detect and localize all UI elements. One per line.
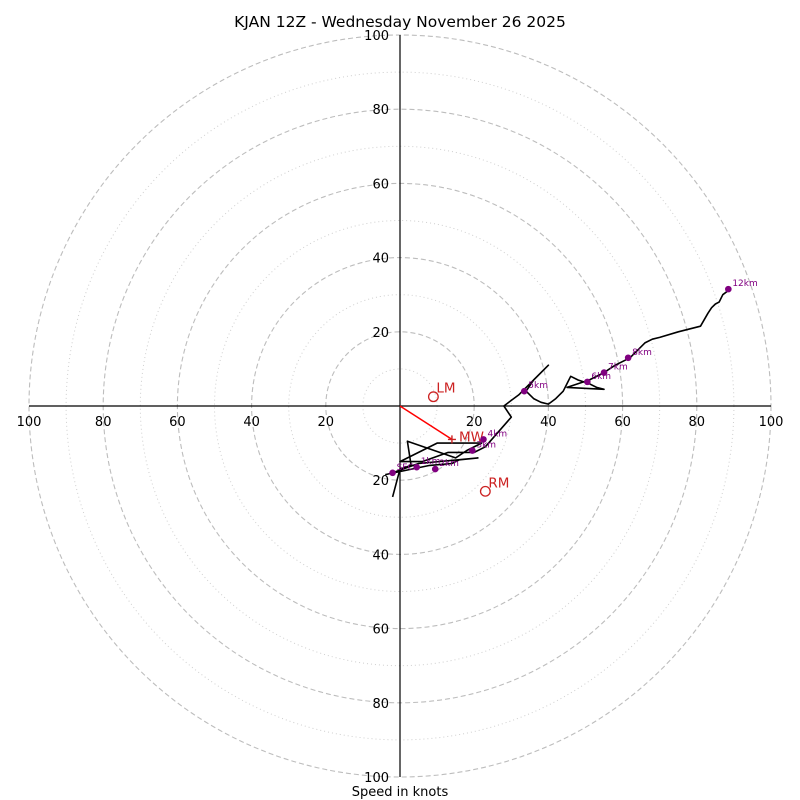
right-mover-label: RM [488,475,509,491]
height-marker-2km [431,465,439,473]
x-tick-label: 100 [759,415,784,430]
height-marker-label-8km: 8km [632,348,652,358]
height-marker-label-2km: 2km [439,459,459,469]
height-marker-label-1km: 1km [421,457,441,467]
y-tick-label: 40 [372,548,389,563]
height-marker-label-5km: 5km [528,381,548,391]
height-marker-label-12km: 12km [732,279,757,289]
storm-motion-layer: MW LM RM [399,381,509,497]
x-tick-label: 60 [169,415,186,430]
y-tick-label: 60 [372,177,389,192]
y-tick-label: 20 [372,474,389,489]
y-tick-label: 60 [372,623,389,638]
height-marker-sfc [389,469,396,477]
height-marker-label-7km: 7km [608,363,628,373]
height-marker-8km [624,354,632,362]
x-tick-label: 40 [540,415,557,430]
tick-labels: 100 80 60 40 20 20 40 60 80 100 100 80 60 40 20 20 40 60 8… [17,29,784,786]
x-tick-label: 60 [614,415,631,430]
x-axis-label: Speed in knots [352,785,449,800]
height-marker-label-4km: 4km [487,429,507,439]
x-tick-label: 80 [689,415,706,430]
x-tick-label: 100 [17,415,42,430]
y-tick-label: 80 [372,103,389,118]
left-mover-marker [427,391,439,403]
x-tick-label: 20 [318,415,335,430]
height-marker-1km [413,463,420,471]
y-tick-label: 40 [372,252,389,267]
height-marker-7km [600,369,608,376]
height-marker-12km [725,285,732,293]
height-marker-3km [469,447,476,454]
mean-wind-marker [447,435,456,444]
y-tick-label: 80 [372,697,389,712]
right-mover-marker [479,485,491,497]
mean-wind-vector [399,405,453,441]
y-tick-label: 100 [364,771,389,786]
wind-profile-trace [385,288,731,498]
height-marker-4km [480,436,487,443]
height-marker-label-6km: 6km [591,372,611,382]
hodograph-lower-trace [385,457,479,476]
x-tick-label: 20 [466,415,483,430]
mean-wind-label: MW [459,429,484,445]
x-tick-label: 40 [243,415,260,430]
height-marker-5km [520,387,528,395]
chart-title: KJAN 12Z - Wednesday November 26 2025 [234,13,566,31]
hodograph-trace [391,288,731,498]
height-marker-label-3km: 3km [476,441,496,451]
x-tick-label: 80 [95,415,112,430]
height-marker-6km [584,378,591,386]
left-mover-label: LM [436,381,455,397]
height-marker-label-sfc: SFC [397,463,414,473]
y-tick-label: 100 [364,29,389,44]
y-tick-label: 20 [372,326,389,341]
